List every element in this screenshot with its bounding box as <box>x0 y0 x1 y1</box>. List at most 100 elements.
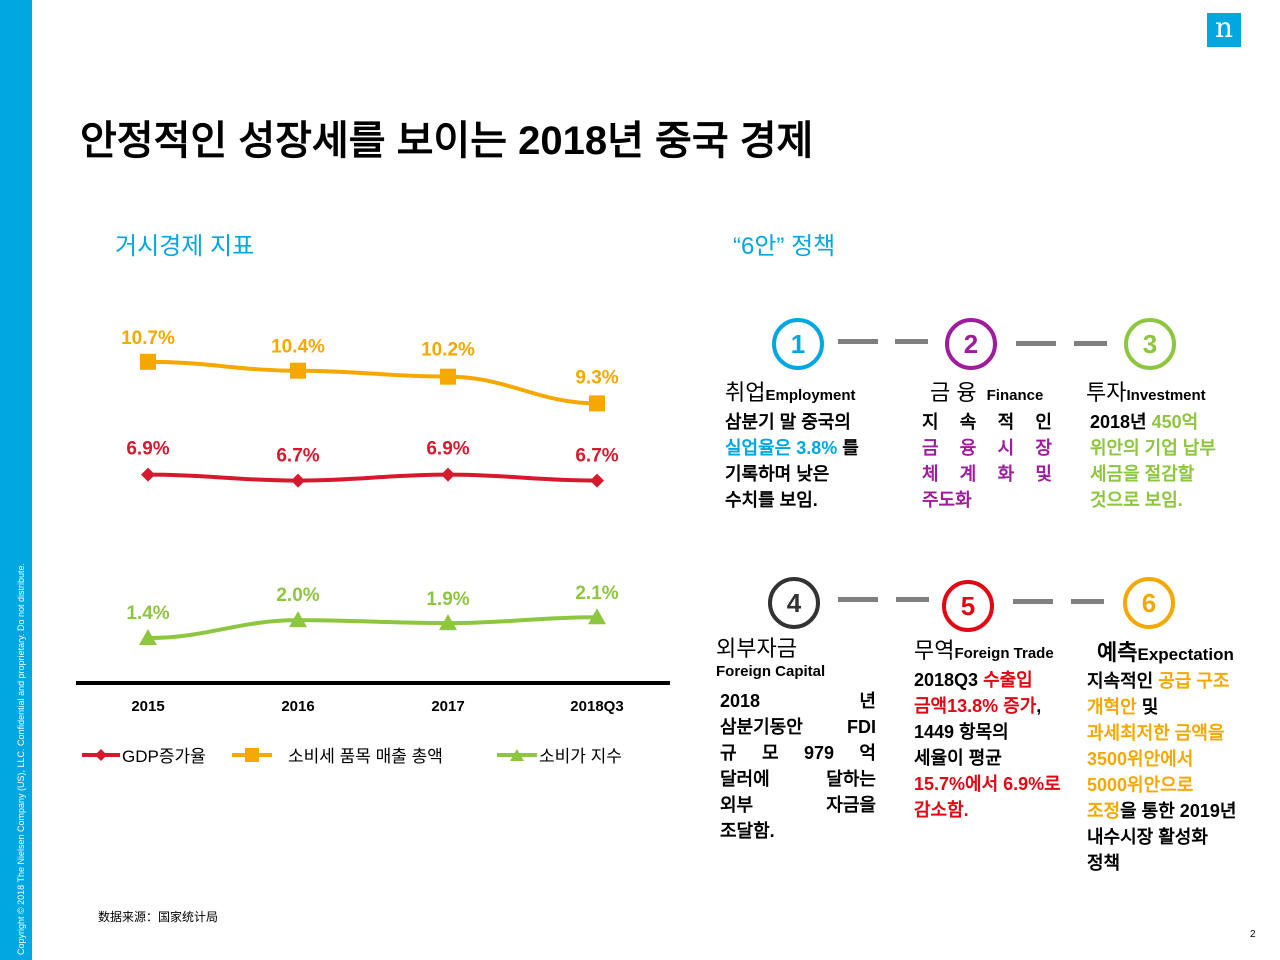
legend-label-cpi: 소비가 지수 <box>539 747 622 766</box>
policy-text-segment: 지 속 적 인 <box>922 412 1052 432</box>
policy-heading: 무역 <box>914 638 955 663</box>
data-point-cpi <box>139 629 157 645</box>
policy-text-segment: 수치를 보임. <box>725 490 818 510</box>
policy-text-segment: 을 통한 2019년 <box>1120 801 1237 821</box>
series-line-1 <box>147 359 598 406</box>
policy-text-segment: 규 모 979 억 <box>720 743 876 763</box>
policy-text-segment: 과세최저한 금액을 <box>1087 723 1225 743</box>
policy-foreign-capital: 외부자금 Foreign Capital 2018 년 삼분기동안 FDI 규 모 … <box>716 636 876 844</box>
policy-text-segment: 공급 구조 <box>1158 671 1230 691</box>
policy-text-line: 내수시장 활성화 <box>1087 824 1262 850</box>
policy-text-segment: 5000위안으로 <box>1087 775 1194 795</box>
data-label: 1.9% <box>426 589 469 610</box>
policy-text-line: 금액13.8% 증가, <box>914 693 1079 719</box>
policy-text-segment: 외부 자금을 <box>720 795 876 815</box>
data-point-cpi <box>439 614 457 631</box>
x-tick-label: 2016 <box>281 698 314 715</box>
policy-text-segment: 달러에 달하는 <box>720 769 876 789</box>
policy-heading: 외부자금 <box>716 636 797 661</box>
policy-text-segment: 조정 <box>1087 801 1121 821</box>
policy-body: 2018 년 삼분기동안 FDI 규 모 979 억 달러에 달하는 외부 자금을 조달함… <box>716 688 876 844</box>
policy-text-segment: 삼분기 말 중국의 <box>725 412 851 432</box>
legend-label-gdp: GDP증가율 <box>122 747 206 766</box>
x-tick-label: 2017 <box>431 698 464 715</box>
policy-text-line: 삼분기 말 중국의 <box>725 409 880 435</box>
connector-dash <box>838 339 878 344</box>
policy-text-line: 규 모 979 억 <box>720 740 876 766</box>
policy-text-line: 세금을 절감할 <box>1090 461 1256 487</box>
policy-text-line: 실업율은 3.8% 를 <box>725 435 880 461</box>
policy-text-segment: 체 계 화 및 <box>922 464 1052 484</box>
policy-text-segment: 2018년 <box>1090 412 1152 432</box>
data-label: 6.7% <box>276 446 319 467</box>
policy-text-line: 조정을 통한 2019년 <box>1087 798 1262 824</box>
policy-text-line: 외부 자금을 <box>720 792 876 818</box>
policy-number-5: 5 <box>942 580 994 632</box>
legend-label-consumption-sales: 소비세 품목 매출 총액 <box>288 747 443 766</box>
data-label: 10.2% <box>421 340 475 361</box>
policy-text-segment: 3500위안에서 <box>1087 749 1194 769</box>
macro-indicators-title: 거시경제 지표 <box>115 233 255 260</box>
legend-marker-cpi <box>497 748 537 761</box>
data-point-consumption-sales <box>140 353 156 370</box>
connector-dash <box>1013 599 1053 604</box>
data-point-cpi <box>588 608 606 625</box>
data-point-gdp <box>291 473 305 488</box>
policy-text-line: 체 계 화 및 <box>922 461 1052 487</box>
connector-dash <box>896 597 929 602</box>
policy-text-line: 개혁안 및 <box>1087 694 1262 720</box>
connector-dash <box>1074 341 1107 346</box>
policy-text-line: 2018년 450억 <box>1090 409 1256 435</box>
page-title: 안정적인 성장세를 보이는 2018년 중국 경제 <box>80 119 814 163</box>
data-label: 6.9% <box>126 439 169 460</box>
policy-text-line: 정책 <box>1087 850 1262 876</box>
policy-text-line: 감소함. <box>914 797 1079 823</box>
data-point-gdp <box>441 467 455 482</box>
policy-title: “6안” 정책 <box>733 233 836 260</box>
data-source: 数据来源：国家统计局 <box>98 910 219 924</box>
policy-employment: 취업Employment 삼분기 말 중국의 실업율은 3.8% 를 기록하며 낮은… <box>725 380 880 513</box>
policy-heading-en: Investment <box>1126 387 1206 404</box>
policy-text-segment: 개혁안 <box>1087 697 1137 717</box>
policy-text-line: 과세최저한 금액을 <box>1087 720 1262 746</box>
data-label: 6.7% <box>575 446 618 467</box>
nielsen-logo: n <box>1207 13 1241 47</box>
policy-text-line: 기록하며 낮은 <box>725 461 880 487</box>
legend-item-cpi: 소비가 지수 <box>497 742 622 767</box>
policy-text-segment: 450억 <box>1151 412 1199 432</box>
connector-dash <box>838 597 878 602</box>
data-point-gdp <box>141 467 155 482</box>
data-point-consumption-sales <box>290 362 306 379</box>
policy-text-segment: 수출입 <box>983 670 1033 690</box>
policy-text-segment: , <box>1036 696 1042 716</box>
policy-number-1: 1 <box>772 318 824 370</box>
data-point-cpi <box>289 611 307 628</box>
policy-text-segment: 를 <box>837 438 859 458</box>
connector-dash <box>895 339 928 344</box>
policy-heading-en: Finance <box>986 387 1044 404</box>
policy-heading: 예측 <box>1097 640 1138 665</box>
page-number: 2 <box>1250 929 1256 940</box>
data-label: 2.1% <box>575 583 618 604</box>
policy-body: 2018Q3 수출입 금액13.8% 증가, 1449 항목의 세율이 평균 15.7%… <box>914 667 1079 823</box>
series-line-2 <box>147 615 598 640</box>
legend-item-consumption-sales: 소비세 품목 매출 총액 <box>232 742 443 767</box>
policy-heading: 금 융 <box>930 380 977 405</box>
policy-text-segment: 금 융 시 장 <box>922 438 1052 458</box>
policy-text-segment: 15.7%에서 6.9%로 <box>914 774 1061 794</box>
policy-text-segment: 삼분기동안 FDI <box>720 717 876 737</box>
policy-text-line: 위안의 기업 납부 <box>1090 435 1256 461</box>
policy-text-line: 15.7%에서 6.9%로 <box>914 771 1079 797</box>
policy-heading-en: Expectation <box>1137 645 1234 664</box>
policy-text-line: 지속적인 공급 구조 <box>1087 668 1262 694</box>
policy-investment: 투자Investment 2018년 450억 위안의 기업 납부 세금을 절감할 것… <box>1086 380 1256 513</box>
policy-text-segment: 세금을 절감할 <box>1090 464 1195 484</box>
policy-heading-en: Employment <box>765 387 856 404</box>
connector-dash <box>1016 341 1056 346</box>
policy-heading-en: Foreign Trade <box>954 645 1054 662</box>
data-point-consumption-sales <box>589 395 605 412</box>
